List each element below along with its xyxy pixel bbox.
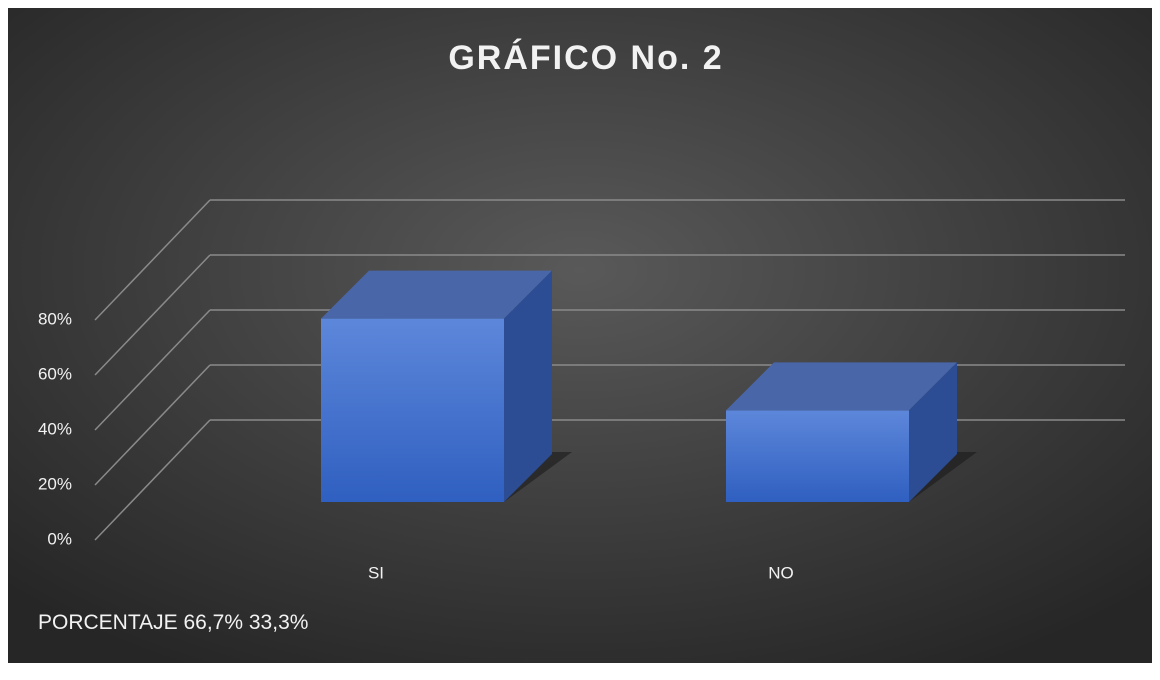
chart-title: GRÁFICO No. 2 (448, 39, 723, 77)
grid-line (94, 419, 211, 541)
bar-side (504, 270, 552, 502)
bar (321, 318, 504, 502)
legend-name: PORCENTAJE (38, 611, 178, 634)
bar (726, 410, 909, 502)
legend-value: 66,7% (183, 611, 243, 634)
x-tick-label: NO (768, 563, 794, 582)
y-tick-label: 80% (38, 309, 72, 328)
y-tick-label: 0% (47, 529, 72, 548)
x-tick-label: SI (368, 563, 384, 582)
grid-line (94, 309, 211, 431)
y-tick-label: 60% (38, 364, 72, 383)
legend: PORCENTAJE 66,7% 33,3% (38, 611, 308, 634)
legend-value: 33,3% (249, 611, 309, 634)
bar-top (321, 270, 552, 319)
grid-line (94, 254, 211, 376)
chart-background (8, 8, 1152, 663)
grid-line (94, 364, 211, 486)
grid-line (94, 199, 211, 321)
y-tick-label: 20% (38, 474, 72, 493)
bar-side (909, 362, 957, 502)
y-tick-label: 40% (38, 419, 72, 438)
bar-top (726, 362, 957, 411)
